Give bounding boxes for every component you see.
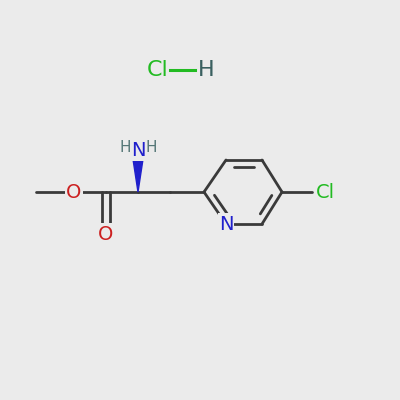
Text: N: N xyxy=(131,140,145,160)
Text: H: H xyxy=(119,140,130,155)
Text: N: N xyxy=(219,214,233,234)
Text: H: H xyxy=(198,60,215,80)
Text: O: O xyxy=(98,224,114,244)
Text: Cl: Cl xyxy=(146,60,168,80)
Text: O: O xyxy=(66,182,82,202)
Text: H: H xyxy=(146,140,157,155)
Polygon shape xyxy=(132,150,144,192)
Text: Cl: Cl xyxy=(316,182,335,202)
